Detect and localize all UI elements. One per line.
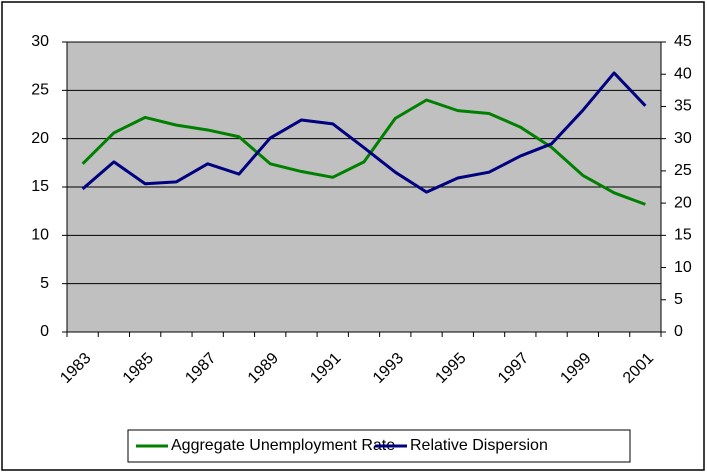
y2-tick-label: 15 (674, 227, 692, 244)
series-line (81, 98, 646, 206)
legend-label: Aggregate Unemployment Rate (171, 437, 395, 454)
y-tick-label: 15 (31, 178, 49, 195)
y-tick-label: 0 (40, 323, 49, 340)
y2-tick-label: 30 (674, 130, 692, 147)
y2-tick-label: 20 (674, 194, 692, 211)
y-tick-label: 10 (31, 227, 49, 244)
y2-tick-label: 35 (674, 98, 692, 115)
series-line (81, 71, 647, 194)
y2-tick-label: 0 (674, 323, 683, 340)
y2-tick-label: 25 (674, 162, 692, 179)
y-tick-label: 25 (31, 82, 49, 99)
y2-tick-label: 5 (674, 291, 683, 308)
y2-tick-label: 45 (674, 33, 692, 50)
y-tick-label: 30 (31, 33, 49, 50)
y2-tick-label: 40 (674, 65, 692, 82)
y-tick-label: 5 (40, 275, 49, 292)
y-tick-label: 20 (31, 130, 49, 147)
y2-tick-label: 10 (674, 259, 692, 276)
legend-label: Relative Dispersion (410, 437, 548, 454)
